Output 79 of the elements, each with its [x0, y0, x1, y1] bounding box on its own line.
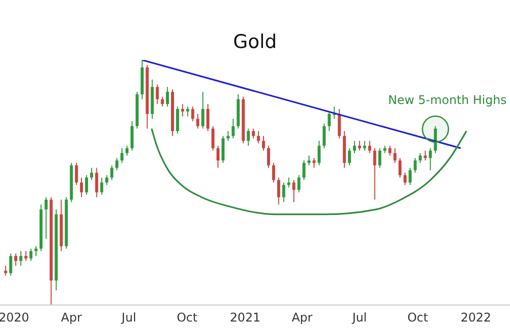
candlestick: [428, 148, 432, 171]
candlestick: [434, 126, 437, 154]
candlestick: [267, 145, 270, 168]
chart-title: Gold: [233, 31, 277, 53]
candlestick: [110, 164, 114, 181]
candlestick: [186, 106, 190, 117]
candlestick: [216, 145, 220, 168]
candlestick: [353, 140, 356, 154]
candlestick: [348, 148, 351, 166]
x-tick-label: 2020: [0, 310, 30, 325]
candlestick: [85, 174, 88, 196]
candlestick: [105, 174, 108, 186]
candlestick: [404, 172, 407, 186]
x-tick-label: 2021: [230, 310, 260, 325]
candlestick: [120, 148, 124, 164]
candlestick: [160, 96, 164, 108]
candlestick: [9, 253, 12, 276]
candlestick: [222, 135, 225, 164]
x-tick-label: Jul: [351, 310, 367, 325]
candlestick: [196, 113, 200, 130]
candlestick: [256, 130, 260, 144]
candlestick: [19, 250, 22, 266]
candlestick: [181, 104, 184, 117]
candlestick: [408, 167, 412, 186]
candlestick: [156, 84, 159, 105]
candlestick: [277, 177, 280, 206]
candlestick: [29, 248, 32, 262]
candlestick: [100, 177, 104, 196]
annotation: New 5-month Highs: [388, 93, 507, 108]
candlestick: [322, 123, 326, 149]
x-tick-label: Oct: [176, 310, 198, 325]
candlestick: [338, 108, 341, 139]
x-tick-label: Apr: [292, 310, 313, 325]
candlestick: [115, 158, 118, 171]
candlestick: [318, 140, 321, 166]
x-tick-label: Oct: [407, 310, 428, 325]
candlestick: [24, 250, 28, 262]
x-tick-label: Apr: [61, 310, 82, 325]
candlestick: [398, 158, 402, 178]
candlestick: [328, 110, 331, 132]
candlestick: [44, 196, 48, 240]
candlestick: [308, 155, 310, 166]
candlestick: [292, 180, 296, 203]
candlestick: [297, 174, 300, 193]
candlestick: [130, 120, 134, 152]
candlestick: [176, 106, 180, 134]
x-tick-label: 2022: [460, 310, 492, 325]
candlestick: [34, 246, 38, 256]
candlestick: [262, 135, 265, 152]
candlestick: [424, 150, 427, 161]
candlestick: [14, 253, 18, 266]
candlestick: [418, 152, 422, 164]
candlestick: [287, 177, 290, 188]
candlestick: [252, 128, 255, 139]
candlestick: [378, 148, 382, 168]
candlestick: [90, 167, 94, 181]
candlestick: [388, 145, 392, 156]
candlestick: [282, 182, 286, 203]
candlestick: [166, 86, 169, 108]
candlestick: [373, 148, 376, 200]
candlestick: [206, 104, 210, 132]
candlestick: [393, 148, 396, 164]
candlestick: [211, 126, 214, 152]
candlestick: [246, 128, 250, 146]
x-tick-label: Jul: [120, 310, 136, 325]
candlestick: [4, 265, 8, 276]
candlestick: [414, 158, 417, 174]
candlestick: [125, 145, 128, 156]
candlestick: [74, 162, 78, 186]
candlestick: [368, 140, 372, 154]
candlestick: [191, 106, 194, 122]
candlestick: [201, 91, 204, 130]
candlestick: [272, 162, 276, 183]
candlestick: [232, 118, 235, 139]
candlestick: [302, 160, 306, 181]
candlestick: [312, 158, 316, 168]
candlestick: [80, 177, 83, 198]
candlestick: [95, 167, 98, 198]
candlestick: [226, 130, 230, 142]
